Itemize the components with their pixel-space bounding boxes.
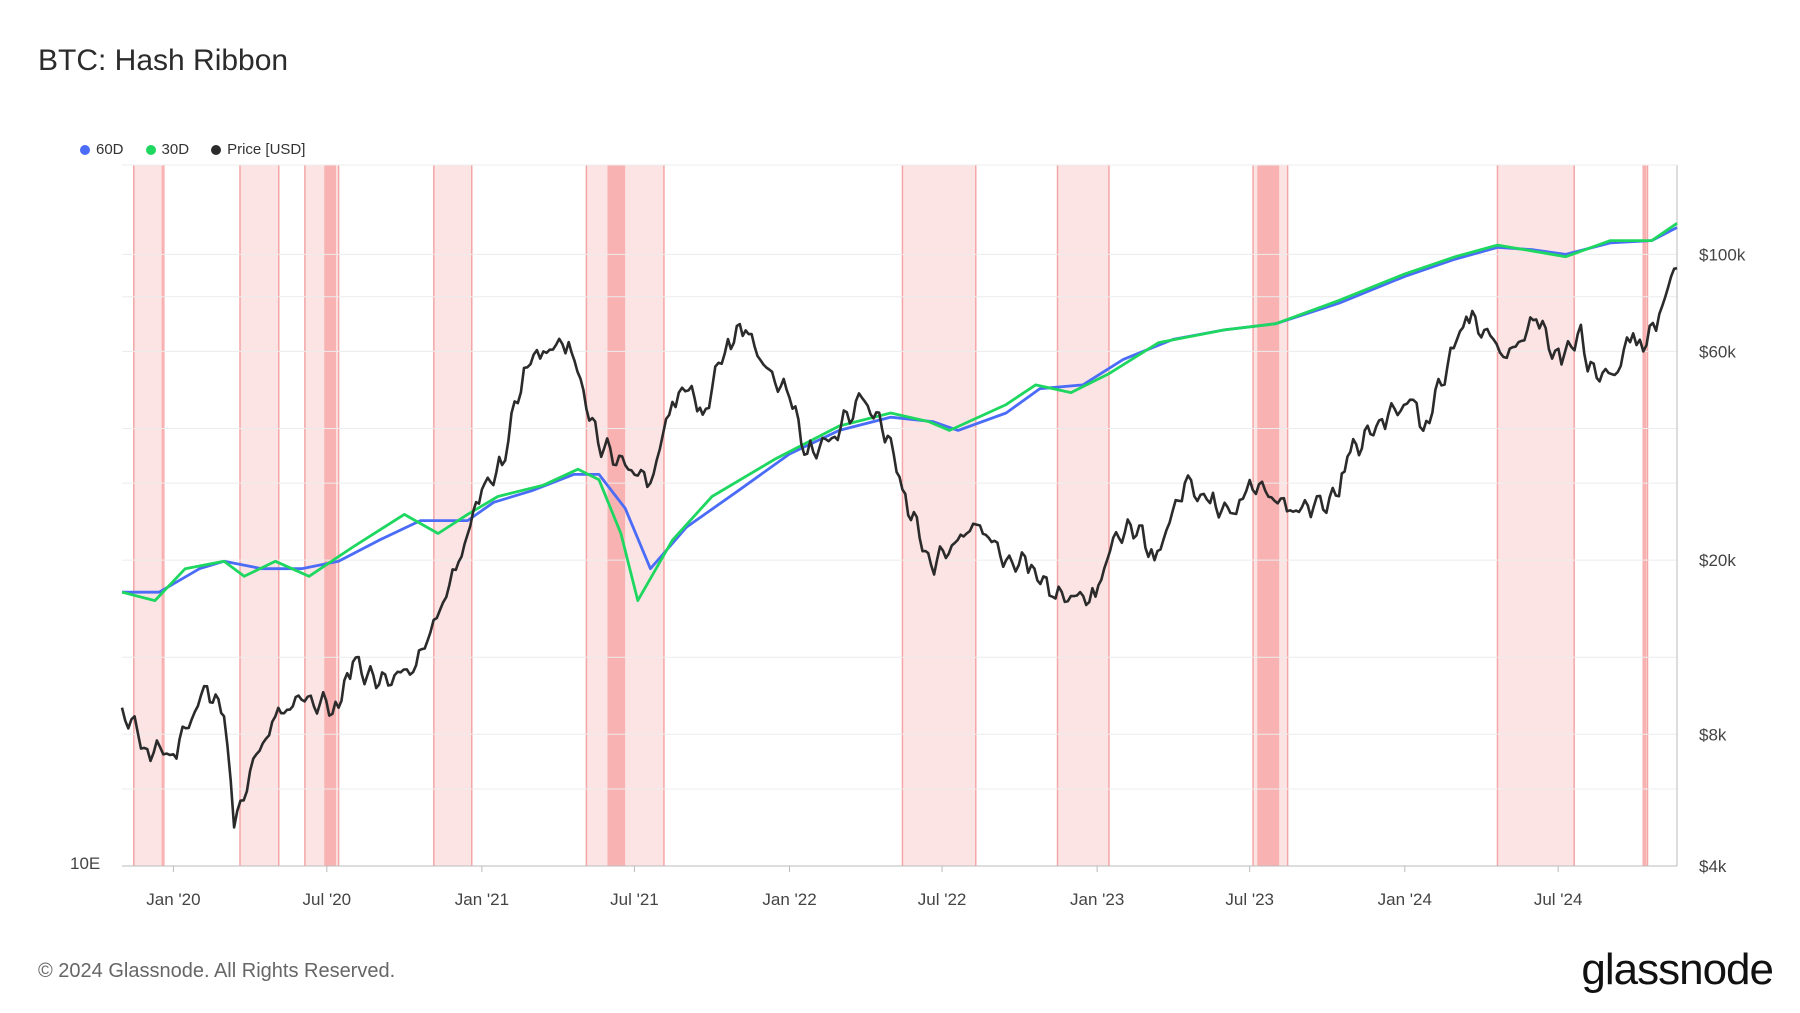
capitulation-band: [1497, 165, 1575, 866]
legend-item-30d[interactable]: 30D: [145, 141, 190, 158]
series-line-30d: [121, 222, 1678, 602]
capitulation-band-dark: [1257, 165, 1280, 866]
capitulation-band: [133, 165, 164, 866]
legend-label-price: Price [USD]: [227, 141, 306, 158]
legend-label-30d: 30D: [161, 141, 190, 158]
y-right-tick-label: $8k: [1699, 725, 1727, 744]
capitulation-band-dark: [607, 165, 626, 866]
series-line-60d: [122, 226, 1678, 594]
x-tick-label: Jan '23: [1070, 890, 1124, 909]
y-right-tick-label: $4k: [1699, 857, 1727, 876]
glassnode-logo: glassnode: [1581, 945, 1774, 994]
legend-item-60d[interactable]: 60D: [80, 141, 124, 158]
capitulation-band: [1057, 165, 1109, 866]
legend-label-60d: 60D: [96, 141, 124, 158]
x-tick-label: Jan '21: [455, 890, 509, 909]
copyright-footer: © 2024 Glassnode. All Rights Reserved.: [38, 960, 396, 982]
tick-labels: Jan '20 Jul '20 Jan '21 Jul '21 Jan '22 Jul '…: [70, 245, 1746, 909]
x-tick-label: Jul '22: [918, 890, 967, 909]
x-tick-label: Jul '24: [1534, 890, 1583, 909]
x-tick-label: Jan '24: [1378, 890, 1432, 909]
series-lines: [120, 222, 1678, 829]
x-tick-label: Jan '22: [762, 890, 816, 909]
capitulation-band-dark: [324, 165, 337, 866]
y-right-tick-label: $100k: [1699, 245, 1746, 264]
capitulation-band-dark: [1643, 165, 1647, 866]
capitulation-bands: [133, 165, 1649, 866]
legend-item-price[interactable]: Price [USD]: [211, 141, 305, 158]
capitulation-band: [239, 165, 279, 866]
x-tick-label: Jul '21: [610, 890, 659, 909]
y-right-tick-label: $20k: [1699, 551, 1736, 570]
chart-title: BTC: Hash Ribbon: [38, 44, 289, 77]
x-tick-label: Jul '20: [303, 890, 352, 909]
x-tick-label: Jul '23: [1225, 890, 1274, 909]
y-right-tick-label: $60k: [1699, 342, 1736, 361]
gridlines: [122, 253, 1677, 867]
legend-dot-60d: [80, 144, 90, 155]
legend-dot-price: [211, 144, 222, 155]
legend: 60D 30D Price [USD]: [80, 141, 305, 158]
axes: [122, 164, 1678, 867]
legend-dot-30d: [145, 144, 156, 155]
y-left-axis-label: 10E: [70, 854, 100, 873]
x-tick-label: Jan '20: [146, 890, 200, 909]
series-line-price-usd-: [120, 266, 1678, 829]
capitulation-band-dark: [161, 165, 165, 866]
